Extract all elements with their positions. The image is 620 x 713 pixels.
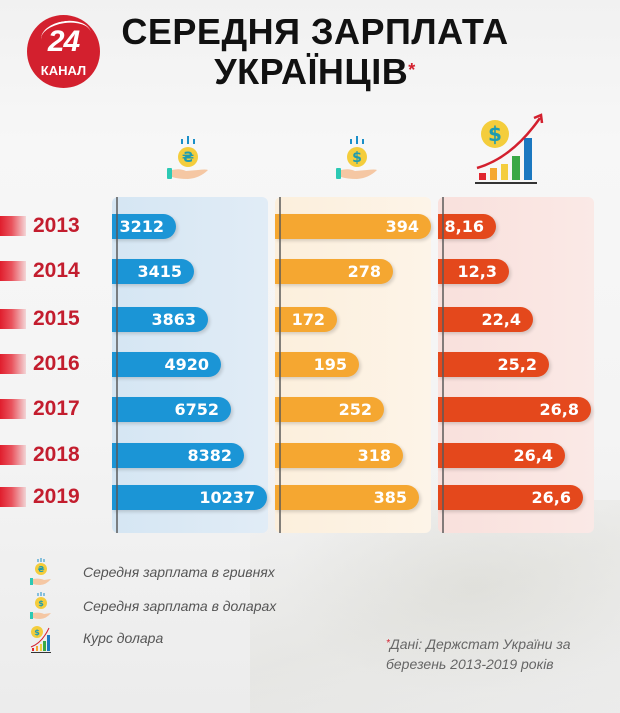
year-row: 2015 <box>0 307 120 331</box>
channel-24-logo: 24 КАНАЛ <box>27 15 100 88</box>
year-marker <box>0 399 26 419</box>
source-line-1: *Дані: Держстат України за <box>386 634 606 654</box>
year-marker <box>0 216 26 236</box>
bar-usd: 172 <box>275 307 337 332</box>
bar-uah: 4920 <box>112 352 221 377</box>
bar-usd: 278 <box>275 259 393 284</box>
bar-rate: 25,2 <box>438 352 549 377</box>
growth-chart-dollar-icon: $ <box>475 113 544 184</box>
year-marker <box>0 487 26 507</box>
year-label: 2019 <box>33 485 80 508</box>
year-row: 2013 <box>0 214 120 238</box>
year-row: 2018 <box>0 443 120 467</box>
bar-uah: 3415 <box>112 259 194 284</box>
title-line-2: УКРАЇНЦІВ* <box>120 52 510 92</box>
bar-rate: 26,8 <box>438 397 591 422</box>
hand-coin-dollar-icon: $ <box>336 136 377 179</box>
bar-uah: 8382 <box>112 443 244 468</box>
bar-usd: 385 <box>275 485 419 510</box>
source-line-2: березень 2013-2019 років <box>386 656 554 672</box>
bar-usd: 195 <box>275 352 359 377</box>
bar-usd: 252 <box>275 397 384 422</box>
legend-item-rate: $ Курс долара <box>30 624 330 654</box>
axis-line-rate <box>442 197 444 533</box>
hand-coin-hryvnia-icon: ₴ <box>30 558 51 585</box>
year-label: 2013 <box>33 214 80 237</box>
year-row: 2019 <box>0 485 120 509</box>
bar-usd: 394 <box>275 214 431 239</box>
year-marker <box>0 309 26 329</box>
legend-item-usd: $ Середня зарплата в доларах <box>30 592 330 622</box>
source-line-1-text: Дані: Держстат України за <box>389 636 571 652</box>
logo-name: КАНАЛ <box>40 63 87 78</box>
page-title: СЕРЕДНЯ ЗАРПЛАТА УКРАЇНЦІВ* <box>120 12 510 92</box>
year-row: 2014 <box>0 259 120 283</box>
growth-chart-dollar-icon: $ <box>30 626 51 653</box>
hand-coin-hryvnia-icon: ₴ <box>167 136 208 179</box>
bar-uah: 3863 <box>112 307 208 332</box>
year-marker <box>0 261 26 281</box>
bar-rate: 26,4 <box>438 443 565 468</box>
title-line-2-text: УКРАЇНЦІВ <box>214 51 409 92</box>
year-label: 2016 <box>33 352 80 375</box>
source-note: *Дані: Держстат України за березень 2013… <box>386 634 606 674</box>
bar-rate: 12,3 <box>438 259 509 284</box>
year-label: 2015 <box>33 307 80 330</box>
bar-rate: 26,6 <box>438 485 583 510</box>
bar-rate: 8,16 <box>438 214 496 239</box>
bar-rate: 22,4 <box>438 307 533 332</box>
svg-text:₴: ₴ <box>182 150 194 166</box>
svg-text:$: $ <box>488 122 502 146</box>
year-label: 2014 <box>33 259 80 282</box>
svg-text:$: $ <box>352 150 362 166</box>
legend-label: Середня зарплата в доларах <box>83 598 277 614</box>
legend-item-uah: ₴ Середня зарплата в гривнях <box>30 558 330 588</box>
bar-uah: 10237 <box>112 485 267 510</box>
bar-uah: 3212 <box>112 214 176 239</box>
bar-uah: 6752 <box>112 397 231 422</box>
year-row: 2017 <box>0 397 120 421</box>
year-label: 2017 <box>33 397 80 420</box>
year-label: 2018 <box>33 443 80 466</box>
axis-line-uah <box>116 197 118 533</box>
axis-line-usd <box>279 197 281 533</box>
hand-coin-dollar-icon: $ <box>30 592 51 619</box>
svg-text:₴: ₴ <box>38 565 45 574</box>
title-line-1: СЕРЕДНЯ ЗАРПЛАТА <box>121 11 509 52</box>
year-marker <box>0 354 26 374</box>
title-asterisk: * <box>408 60 416 80</box>
svg-text:$: $ <box>38 599 44 608</box>
source-asterisk: * <box>386 638 390 649</box>
legend-label: Курс долара <box>83 630 164 646</box>
svg-text:$: $ <box>34 628 40 637</box>
bar-usd: 318 <box>275 443 403 468</box>
logo-number: 24 <box>47 25 80 58</box>
year-marker <box>0 445 26 465</box>
year-row: 2016 <box>0 352 120 376</box>
legend-label: Середня зарплата в гривнях <box>83 564 275 580</box>
